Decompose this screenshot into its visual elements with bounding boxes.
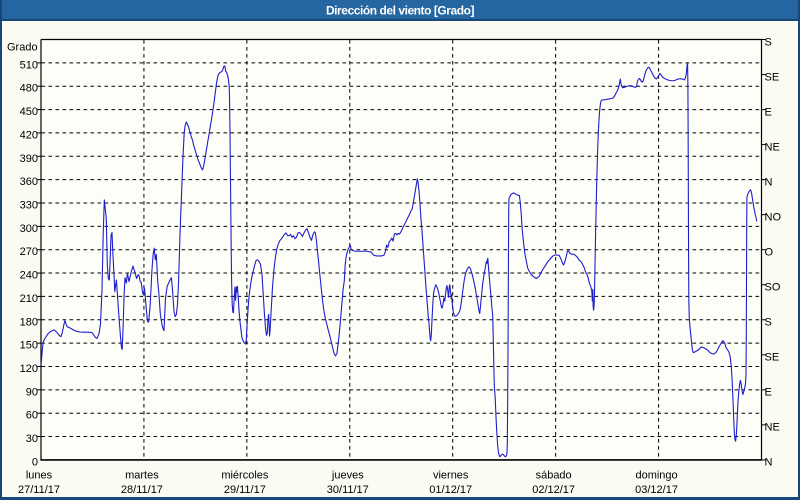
svg-text:270: 270 <box>20 246 38 258</box>
svg-text:martes: martes <box>125 470 159 482</box>
svg-text:30/11/17: 30/11/17 <box>327 484 369 496</box>
svg-text:29/11/17: 29/11/17 <box>224 484 266 496</box>
svg-text:90: 90 <box>26 386 38 398</box>
svg-text:SE: SE <box>765 71 780 83</box>
svg-text:SE: SE <box>765 352 780 364</box>
svg-text:510: 510 <box>20 59 38 71</box>
svg-text:NO: NO <box>765 211 782 223</box>
svg-text:180: 180 <box>20 316 38 328</box>
svg-text:450: 450 <box>20 106 38 118</box>
svg-text:domingo: domingo <box>635 470 677 482</box>
svg-text:NE: NE <box>765 141 780 153</box>
svg-text:420: 420 <box>20 129 38 141</box>
svg-text:E: E <box>765 106 772 118</box>
svg-text:03/12/17: 03/12/17 <box>635 484 678 496</box>
svg-text:360: 360 <box>20 176 38 188</box>
svg-text:0: 0 <box>32 456 38 468</box>
svg-text:300: 300 <box>20 223 38 235</box>
svg-text:28/11/17: 28/11/17 <box>121 484 163 496</box>
svg-text:27/11/17: 27/11/17 <box>18 484 60 496</box>
svg-text:210: 210 <box>20 293 38 305</box>
svg-text:150: 150 <box>20 340 38 352</box>
svg-text:Dirección del viento [Grado]: Dirección del viento [Grado] <box>326 4 475 18</box>
svg-text:NE: NE <box>765 422 780 434</box>
svg-text:240: 240 <box>20 270 38 282</box>
svg-text:S: S <box>765 36 772 48</box>
svg-text:N: N <box>765 176 773 188</box>
svg-text:330: 330 <box>20 199 38 211</box>
svg-text:02/12/17: 02/12/17 <box>532 484 575 496</box>
svg-text:miércoles: miércoles <box>221 470 269 482</box>
svg-text:N: N <box>765 457 773 469</box>
svg-text:lunes: lunes <box>26 470 53 482</box>
svg-text:S: S <box>765 317 772 329</box>
svg-text:390: 390 <box>20 153 38 165</box>
svg-text:E: E <box>765 387 772 399</box>
svg-text:Grado: Grado <box>7 42 38 54</box>
svg-text:O: O <box>765 247 774 259</box>
svg-text:viernes: viernes <box>433 470 469 482</box>
svg-text:30: 30 <box>26 433 38 445</box>
svg-text:SO: SO <box>765 282 781 294</box>
svg-text:sábado: sábado <box>536 470 572 482</box>
svg-text:01/12/17: 01/12/17 <box>429 484 472 496</box>
svg-text:480: 480 <box>20 83 38 95</box>
svg-text:jueves: jueves <box>331 470 364 482</box>
svg-text:60: 60 <box>26 410 38 422</box>
svg-text:120: 120 <box>20 363 38 375</box>
